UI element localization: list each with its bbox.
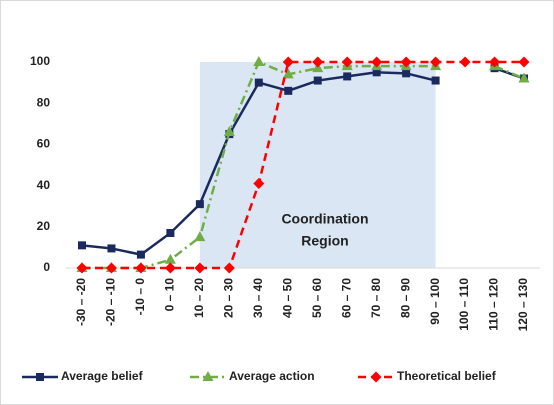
- x-tick-label: 0 – 10: [163, 278, 177, 312]
- marker: [312, 56, 324, 68]
- marker: [223, 262, 235, 274]
- marker: [518, 72, 530, 83]
- y-tick-label: 100: [30, 54, 50, 68]
- marker: [105, 262, 117, 274]
- x-tick-label: 30 – 40: [251, 278, 265, 318]
- x-tick-label: 110 – 120: [487, 278, 501, 331]
- legend-marker: [36, 373, 44, 381]
- y-tick-label: 80: [37, 95, 51, 109]
- region-label: Coordination: [281, 211, 368, 227]
- marker: [164, 253, 176, 264]
- x-tick-label: 90 – 100: [428, 278, 442, 325]
- marker: [430, 56, 442, 68]
- y-tick-label: 20: [37, 219, 51, 233]
- marker: [166, 228, 175, 237]
- legend-label: Average belief: [61, 369, 144, 383]
- x-tick-label: -10 – 0: [133, 278, 147, 316]
- marker: [402, 69, 411, 78]
- marker: [107, 244, 116, 253]
- y-tick-label: 0: [43, 260, 50, 274]
- x-tick-label: 120 – 130: [516, 278, 530, 332]
- x-tick-label: 70 – 80: [369, 278, 383, 318]
- marker: [194, 262, 206, 274]
- marker: [195, 200, 204, 209]
- x-tick-label: 50 – 60: [310, 278, 324, 318]
- x-tick-label: -30 – -20: [74, 278, 88, 326]
- legend-label: Theoretical belief: [397, 369, 497, 383]
- marker: [194, 231, 206, 242]
- region-label: Region: [301, 233, 348, 249]
- series-line: [82, 60, 524, 270]
- marker: [518, 56, 530, 68]
- marker: [400, 56, 412, 68]
- marker: [284, 86, 293, 95]
- marker: [343, 72, 352, 81]
- x-tick-label: 60 – 70: [339, 278, 353, 318]
- x-tick-label: 100 – 110: [457, 278, 471, 331]
- marker: [431, 76, 440, 85]
- legend-marker: [202, 371, 214, 381]
- x-tick-label: 10 – 20: [192, 278, 206, 318]
- y-tick-label: 60: [37, 137, 51, 151]
- marker: [459, 56, 471, 68]
- marker: [136, 250, 145, 259]
- marker: [313, 76, 322, 85]
- marker: [135, 262, 147, 274]
- marker: [372, 68, 381, 77]
- marker: [164, 262, 176, 274]
- x-tick-label: 40 – 50: [280, 278, 294, 318]
- x-tick-label: -20 – -10: [104, 278, 118, 326]
- marker: [253, 56, 265, 66]
- x-tick-label: 20 – 30: [222, 278, 236, 318]
- coordination-region: [199, 62, 436, 268]
- legend-marker: [370, 371, 382, 383]
- marker: [78, 241, 86, 250]
- marker: [282, 68, 294, 79]
- marker: [253, 178, 265, 190]
- marker: [489, 56, 501, 68]
- marker: [254, 78, 263, 87]
- marker: [282, 56, 294, 68]
- marker: [76, 262, 88, 274]
- marker: [371, 56, 383, 68]
- marker: [223, 126, 235, 137]
- marker: [341, 56, 353, 68]
- legend-label: Average action: [229, 369, 315, 383]
- x-tick-label: 80 – 90: [398, 278, 412, 318]
- y-tick-label: 40: [37, 178, 51, 192]
